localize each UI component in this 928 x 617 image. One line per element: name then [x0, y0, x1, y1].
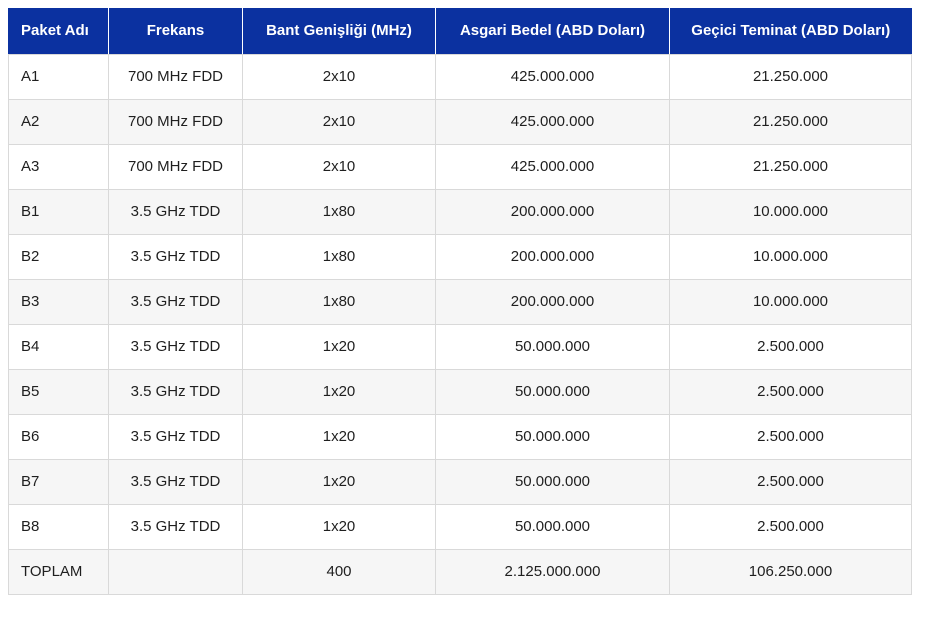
table-cell: TOPLAM — [8, 548, 109, 595]
table-cell: A2 — [8, 98, 109, 145]
table-cell: 200.000.000 — [435, 233, 670, 280]
table-cell: 50.000.000 — [435, 323, 670, 370]
table-cell: 50.000.000 — [435, 413, 670, 460]
table-cell: 2.500.000 — [669, 368, 912, 415]
table-cell: 3.5 GHz TDD — [108, 503, 243, 550]
table-cell: 10.000.000 — [669, 188, 912, 235]
table-cell: 3.5 GHz TDD — [108, 233, 243, 280]
table-body: A1 700 MHz FDD 2x10 425.000.000 21.250.000 A2… — [8, 53, 912, 595]
table-cell: 2.500.000 — [669, 503, 912, 550]
table-cell: 700 MHz FDD — [108, 143, 243, 190]
table-cell: 106.250.000 — [669, 548, 912, 595]
table-cell: 2x10 — [242, 53, 436, 100]
table-cell — [108, 548, 243, 595]
column-header: Asgari Bedel (ABD Doları) — [435, 8, 670, 55]
table-cell: B7 — [8, 458, 109, 505]
table-row: A1 700 MHz FDD 2x10 425.000.000 21.250.000 — [8, 53, 912, 100]
table-cell: 2.500.000 — [669, 413, 912, 460]
column-header: Geçici Teminat (ABD Doları) — [669, 8, 912, 55]
table-row: B7 3.5 GHz TDD 1x20 50.000.000 2.500.000 — [8, 458, 912, 505]
table-cell: 3.5 GHz TDD — [108, 413, 243, 460]
table-cell: 21.250.000 — [669, 98, 912, 145]
table-cell: 425.000.000 — [435, 98, 670, 145]
table-cell: 3.5 GHz TDD — [108, 458, 243, 505]
table-cell: 1x20 — [242, 413, 436, 460]
table-cell: 1x20 — [242, 323, 436, 370]
table-cell: 2.500.000 — [669, 323, 912, 370]
table-cell: 21.250.000 — [669, 53, 912, 100]
table-head: Paket Adı Frekans Bant Genişliği (MHz) Asga… — [8, 8, 912, 55]
table-cell: 1x80 — [242, 278, 436, 325]
table-cell: B5 — [8, 368, 109, 415]
table-row: B6 3.5 GHz TDD 1x20 50.000.000 2.500.000 — [8, 413, 912, 460]
table-row: B3 3.5 GHz TDD 1x80 200.000.000 10.000.000 — [8, 278, 912, 325]
column-header: Paket Adı — [8, 8, 109, 55]
header-row: Paket Adı Frekans Bant Genişliği (MHz) Asga… — [8, 8, 912, 55]
table-cell: 425.000.000 — [435, 53, 670, 100]
table-cell: 21.250.000 — [669, 143, 912, 190]
auction-packages-table: Paket Adı Frekans Bant Genişliği (MHz) Asga… — [8, 8, 912, 595]
table-cell: 425.000.000 — [435, 143, 670, 190]
table-row: B4 3.5 GHz TDD 1x20 50.000.000 2.500.000 — [8, 323, 912, 370]
table-cell: 50.000.000 — [435, 368, 670, 415]
table-cell: B6 — [8, 413, 109, 460]
table-cell: B2 — [8, 233, 109, 280]
table-cell: 3.5 GHz TDD — [108, 323, 243, 370]
table-cell: 400 — [242, 548, 436, 595]
table-cell: 3.5 GHz TDD — [108, 278, 243, 325]
table-cell: 50.000.000 — [435, 458, 670, 505]
total-row: TOPLAM 400 2.125.000.000 106.250.000 — [8, 548, 912, 595]
table-cell: 1x20 — [242, 503, 436, 550]
table-cell: 1x20 — [242, 458, 436, 505]
table-cell: 1x80 — [242, 233, 436, 280]
table-row: B8 3.5 GHz TDD 1x20 50.000.000 2.500.000 — [8, 503, 912, 550]
table-cell: 1x80 — [242, 188, 436, 235]
table-cell: 10.000.000 — [669, 278, 912, 325]
table-row: A3 700 MHz FDD 2x10 425.000.000 21.250.000 — [8, 143, 912, 190]
table-cell: 3.5 GHz TDD — [108, 368, 243, 415]
table-row: A2 700 MHz FDD 2x10 425.000.000 21.250.000 — [8, 98, 912, 145]
table-cell: B3 — [8, 278, 109, 325]
table-cell: 3.5 GHz TDD — [108, 188, 243, 235]
table-cell: 2x10 — [242, 98, 436, 145]
table-row: B2 3.5 GHz TDD 1x80 200.000.000 10.000.000 — [8, 233, 912, 280]
column-header: Bant Genişliği (MHz) — [242, 8, 436, 55]
table-cell: B4 — [8, 323, 109, 370]
table-row: B1 3.5 GHz TDD 1x80 200.000.000 10.000.000 — [8, 188, 912, 235]
table-cell: 2.500.000 — [669, 458, 912, 505]
table-cell: A3 — [8, 143, 109, 190]
table-row: B5 3.5 GHz TDD 1x20 50.000.000 2.500.000 — [8, 368, 912, 415]
table-cell: B1 — [8, 188, 109, 235]
table-cell: A1 — [8, 53, 109, 100]
column-header: Frekans — [108, 8, 243, 55]
table-cell: 700 MHz FDD — [108, 53, 243, 100]
table-cell: 200.000.000 — [435, 188, 670, 235]
page-content: Paket Adı Frekans Bant Genişliği (MHz) Asga… — [8, 8, 912, 595]
table-cell: 50.000.000 — [435, 503, 670, 550]
table-cell: 700 MHz FDD — [108, 98, 243, 145]
table-cell: 200.000.000 — [435, 278, 670, 325]
table-cell: 1x20 — [242, 368, 436, 415]
table-cell: B8 — [8, 503, 109, 550]
table-cell: 2.125.000.000 — [435, 548, 670, 595]
table-cell: 2x10 — [242, 143, 436, 190]
table-cell: 10.000.000 — [669, 233, 912, 280]
